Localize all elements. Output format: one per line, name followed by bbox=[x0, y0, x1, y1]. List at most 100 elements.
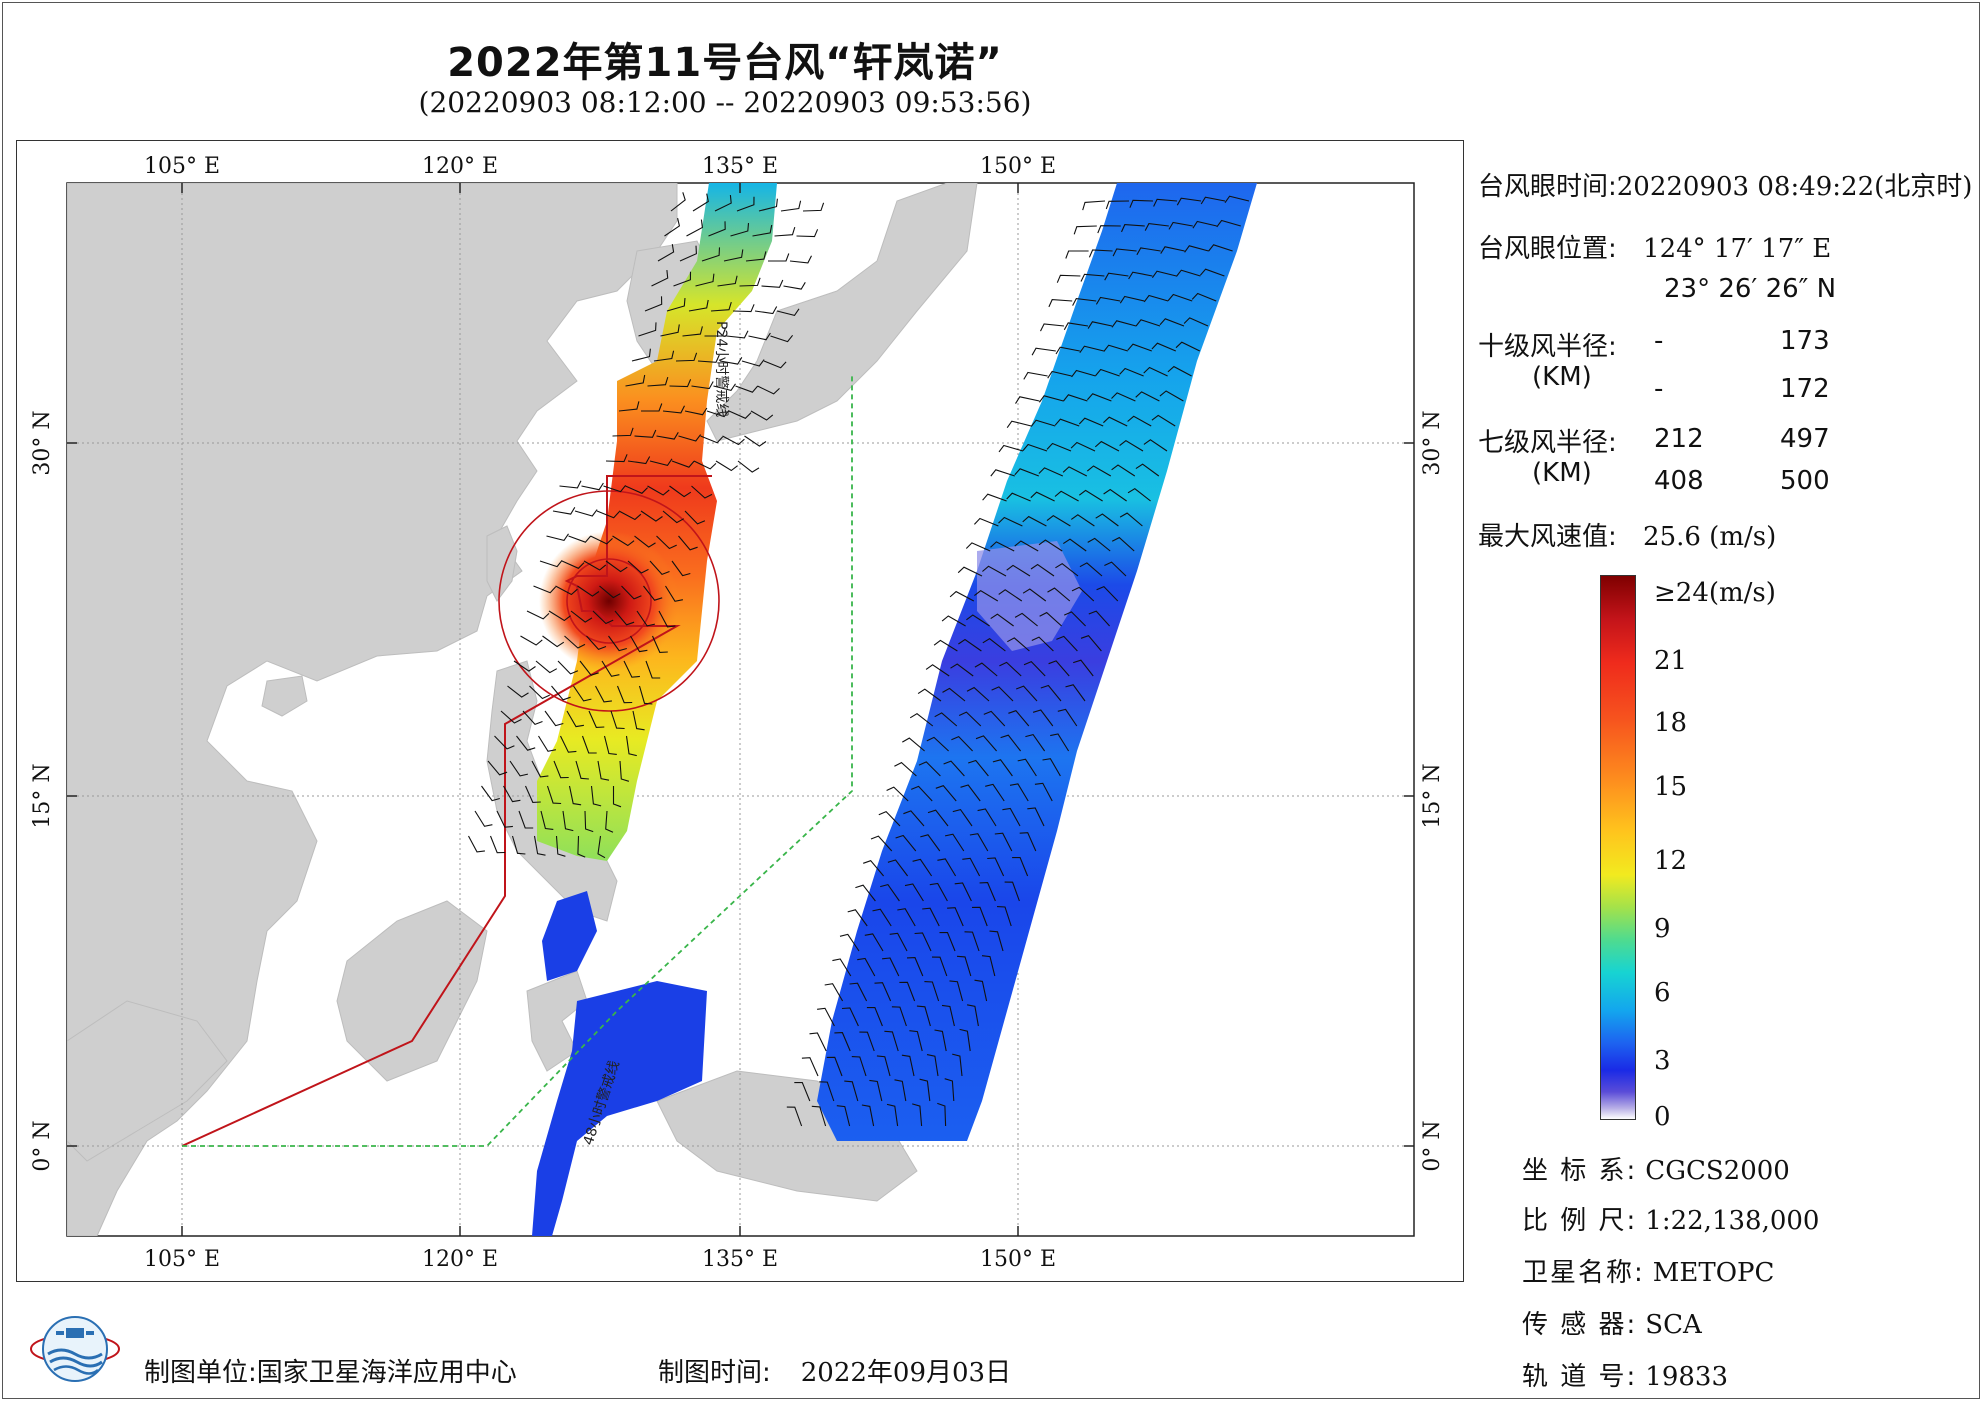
wind-barb bbox=[651, 635, 668, 653]
wind-barb bbox=[1071, 369, 1096, 378]
wind-barb bbox=[1073, 225, 1097, 235]
wind-barb bbox=[1017, 758, 1037, 777]
wind-barb bbox=[1006, 564, 1031, 577]
wind-barb bbox=[882, 957, 900, 977]
r7-label: 七级风半径: bbox=[1478, 428, 1617, 458]
wind-barb bbox=[998, 589, 1023, 602]
wind-barb bbox=[603, 735, 617, 755]
wind-radius-circle-10 bbox=[566, 558, 652, 644]
swath-east bbox=[817, 183, 1257, 1141]
wind-barb bbox=[713, 383, 736, 392]
wind-barb bbox=[956, 955, 972, 977]
wind-barb bbox=[1030, 491, 1055, 502]
wind-barb bbox=[1027, 807, 1045, 827]
wind-barb bbox=[761, 279, 784, 288]
wind-barb bbox=[886, 786, 909, 802]
wind-barb bbox=[596, 510, 620, 519]
wind-barb bbox=[1048, 299, 1073, 308]
time-range-subtitle: (20220903 08:12:00 -- 20220903 09:53:56) bbox=[418, 86, 1032, 119]
wind-barb bbox=[522, 710, 543, 726]
wind-barb bbox=[754, 306, 778, 315]
wind-barb bbox=[597, 760, 610, 781]
wind-barb bbox=[581, 735, 597, 754]
wind-barb bbox=[1135, 391, 1160, 402]
wind-barb bbox=[894, 761, 917, 777]
wind-field-map[interactable]: P24小时警戒线 48小时警戒线 105° E 120° E 135° E 15… bbox=[17, 141, 1463, 1281]
wind-barb bbox=[966, 614, 990, 627]
wind-barb bbox=[752, 224, 773, 237]
wind-barb bbox=[1023, 660, 1046, 677]
sensor-label: 传 感 器: bbox=[1522, 1310, 1638, 1340]
wind-barb bbox=[1151, 414, 1176, 427]
wind-barb bbox=[559, 480, 582, 489]
wind-barb bbox=[989, 930, 1004, 952]
r7-row2-b: 500 bbox=[1780, 466, 1830, 496]
wind-barb bbox=[1025, 733, 1046, 752]
wind-barb bbox=[925, 664, 950, 677]
wind-barb bbox=[649, 458, 673, 467]
wind-barb bbox=[638, 322, 657, 337]
wind-barb bbox=[583, 560, 607, 571]
wind-barb bbox=[897, 908, 916, 927]
wind-barb bbox=[520, 635, 543, 646]
wind-barb bbox=[671, 460, 695, 468]
wind-barb bbox=[1070, 441, 1096, 452]
wind-barbs bbox=[468, 192, 1250, 1127]
wind-barb bbox=[1014, 540, 1039, 552]
wind-barb bbox=[891, 1006, 907, 1027]
wind-barb bbox=[1039, 611, 1062, 627]
wind-barb bbox=[627, 456, 651, 465]
wind-barb bbox=[581, 482, 604, 491]
wind-barb bbox=[1030, 563, 1055, 577]
wind-barb bbox=[573, 685, 592, 702]
r7-row1-a: 212 bbox=[1654, 424, 1704, 454]
wind-barb bbox=[1015, 685, 1038, 702]
wind-barb bbox=[616, 685, 633, 704]
wind-barb bbox=[931, 956, 948, 977]
wind-barb bbox=[912, 858, 933, 877]
wind-barb bbox=[656, 432, 679, 440]
r10-unit: (KM) bbox=[1532, 362, 1592, 392]
orbit-value: 19833 bbox=[1645, 1362, 1729, 1392]
wind-barb bbox=[744, 435, 767, 447]
wind-barb bbox=[1040, 684, 1062, 702]
wind-barb bbox=[675, 352, 698, 362]
wind-barb bbox=[949, 980, 964, 1002]
wind-barb bbox=[966, 1004, 979, 1027]
wind-barb bbox=[959, 1028, 971, 1052]
wind-barb bbox=[695, 273, 715, 287]
wind-barb bbox=[824, 983, 844, 1002]
wind-barb bbox=[826, 1056, 843, 1077]
wind-barb bbox=[1055, 563, 1079, 577]
wind-barb bbox=[592, 610, 614, 625]
wind-barb bbox=[710, 301, 732, 312]
wind-barb bbox=[926, 1054, 939, 1077]
wind-barb bbox=[789, 255, 812, 264]
wind-barb bbox=[612, 535, 635, 547]
wind-barb bbox=[990, 613, 1014, 627]
land-sulawesi bbox=[526, 970, 588, 1072]
wind-barb bbox=[1119, 440, 1144, 452]
wind-barb bbox=[998, 444, 1024, 453]
wind-barb bbox=[1056, 635, 1078, 652]
wind-barb bbox=[1168, 221, 1193, 230]
wind-barb bbox=[817, 1007, 835, 1027]
r7-unit: (KM) bbox=[1532, 458, 1592, 488]
wind-barb bbox=[998, 516, 1023, 527]
wind-barb bbox=[863, 860, 885, 877]
swath-east-light-patch bbox=[977, 541, 1082, 651]
wind-barb bbox=[546, 533, 569, 542]
wind-barb bbox=[1097, 225, 1121, 234]
wind-barb bbox=[1144, 223, 1169, 231]
wind-barb bbox=[555, 835, 566, 857]
wind-barb bbox=[577, 835, 586, 858]
wind-barb bbox=[889, 932, 908, 952]
map-date-label: 制图时间: bbox=[658, 1358, 771, 1388]
wind-barb bbox=[1046, 442, 1072, 452]
eye-position-row: 台风眼位置: 124° 17′ 17″ E bbox=[1478, 228, 1831, 265]
wind-barb bbox=[1031, 636, 1054, 652]
wind-barb bbox=[1006, 492, 1031, 502]
warning-line-label-24h: P24小时警戒线 bbox=[713, 321, 729, 417]
wind-barb bbox=[1153, 198, 1178, 207]
wind-barb bbox=[1095, 296, 1121, 305]
